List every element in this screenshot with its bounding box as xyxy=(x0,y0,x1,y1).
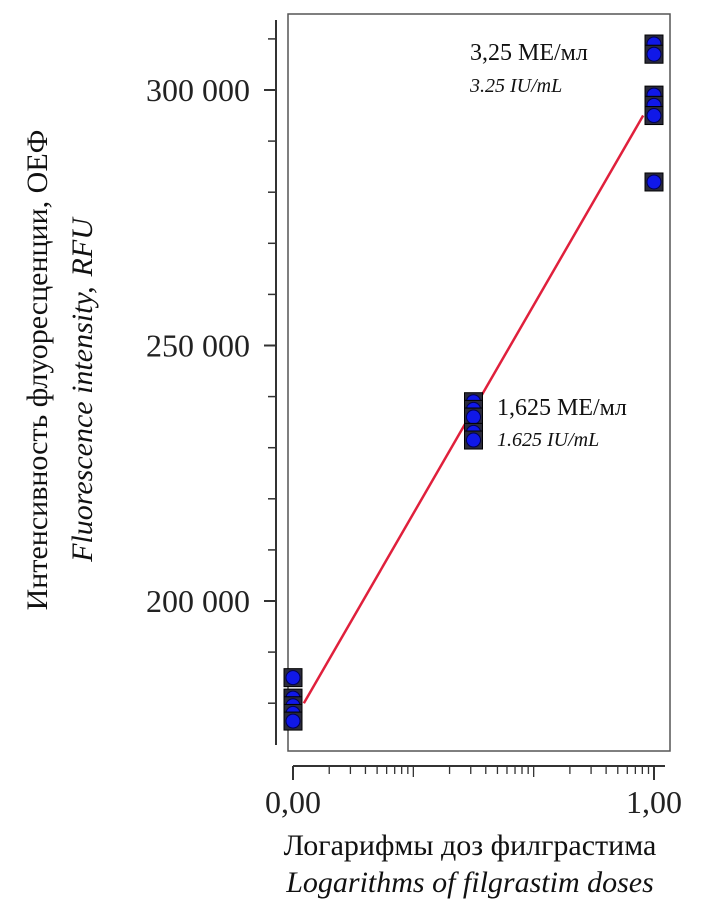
x-tick-label: 1,00 xyxy=(626,784,682,820)
x-axis-title: Логарифмы доз филграстима xyxy=(284,829,657,862)
y-tick-labels: 200 000 250 000 300 000 xyxy=(146,72,250,619)
y-axis-title: Интенсивность флуоресценции, ОЕФ xyxy=(21,130,54,611)
annotation-sublabel: 3.25 IU/mL xyxy=(469,75,562,97)
annotation-label: 3,25 МЕ/мл xyxy=(470,40,588,66)
x-axis-ticks xyxy=(292,766,655,780)
y-axis-title-en: Fluorescence intensity, RFU xyxy=(66,216,99,563)
annotation-sublabel: 1.625 IU/mL xyxy=(497,429,599,451)
x-axis-title-en: Logarithms of filgrastim doses xyxy=(285,866,654,899)
y-tick-label: 300 000 xyxy=(146,72,250,108)
annotation-label: 1,625 МЕ/мл xyxy=(497,395,627,421)
y-tick-label: 250 000 xyxy=(146,328,250,364)
data-point xyxy=(644,44,664,64)
y-axis-ticks xyxy=(264,38,276,704)
data-point xyxy=(464,430,483,450)
y-axis-title-en-main: Fluorescence intensity, xyxy=(66,286,99,562)
data-point xyxy=(644,172,664,192)
data-points xyxy=(283,34,664,731)
y-tick-label: 200 000 xyxy=(146,583,250,619)
y-axis-title-en-unit: RFU xyxy=(66,216,99,278)
data-point xyxy=(283,668,303,688)
data-point xyxy=(283,711,303,731)
annotations: 3,25 МЕ/мл 3.25 IU/mL 1,625 МЕ/мл 1.625 IU/… xyxy=(469,40,627,451)
data-point xyxy=(644,106,664,126)
plot-frame xyxy=(287,13,671,752)
x-tick-labels: 0,00 1,00 xyxy=(265,784,682,820)
x-tick-label: 0,00 xyxy=(265,784,321,820)
